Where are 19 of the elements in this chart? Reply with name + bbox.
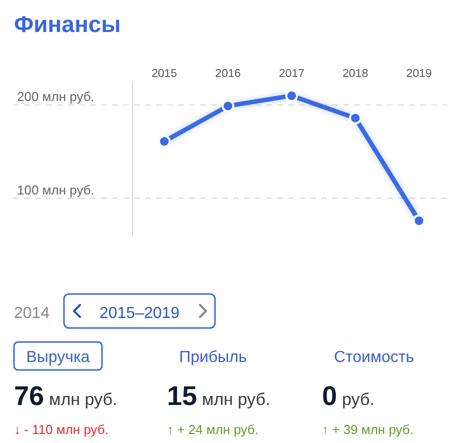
x-tick-label: 2016: [215, 68, 241, 80]
y-tick-label: 200 млн руб.: [17, 89, 94, 104]
text: 15 млн руб.: [167, 381, 270, 411]
x-tick-label: 2017: [278, 68, 304, 80]
text: 2015–2019: [99, 305, 180, 322]
text: ↓ - 110 млн руб.: [14, 422, 108, 437]
x-tick-label: 2019: [406, 68, 432, 80]
chart-title: Финансы: [14, 11, 121, 37]
text: Прибыль: [179, 349, 247, 366]
x-tick-label: 2015: [152, 68, 178, 80]
text: ↑ + 39 млн руб.: [322, 422, 414, 437]
text: Стоимость: [334, 349, 414, 366]
text: 0 руб.: [322, 381, 374, 411]
x-tick-label: 2018: [342, 68, 368, 80]
text: 76 млн руб.: [14, 381, 118, 411]
text: 2014: [14, 305, 50, 322]
text: Выручка: [26, 349, 90, 366]
text: ↑ + 24 млн руб.: [167, 422, 258, 437]
y-tick-label: 100 млн руб.: [17, 182, 94, 198]
